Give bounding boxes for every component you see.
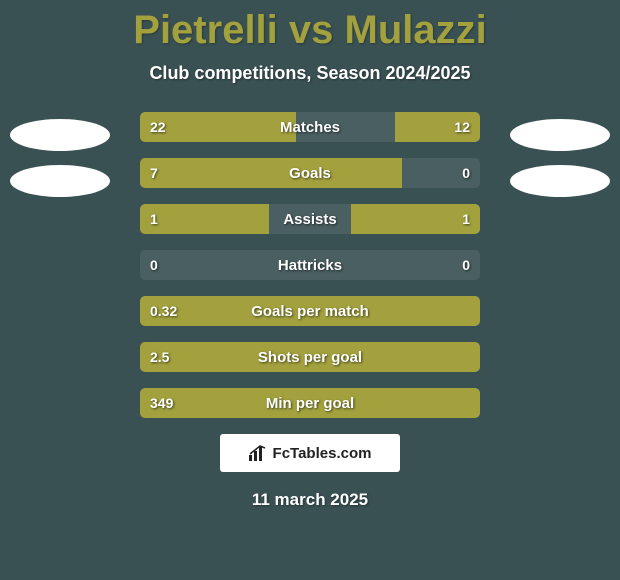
stat-category-label: Goals per match — [140, 296, 480, 326]
stat-row: 70Goals — [140, 158, 480, 188]
stat-row: 349Min per goal — [140, 388, 480, 418]
stat-category-label: Matches — [140, 112, 480, 142]
stat-category-label: Goals — [140, 158, 480, 188]
stat-category-label: Min per goal — [140, 388, 480, 418]
player-left-avatar-2 — [10, 165, 110, 197]
bars-container: 2212Matches 70Goals 11Assists 00Hattricks 0.… — [140, 112, 480, 418]
chart-date: 11 march 2025 — [0, 490, 620, 510]
player-right-avatar-1 — [510, 119, 610, 151]
page-title: Pietrelli vs Mulazzi — [0, 0, 620, 53]
stat-row: 11Assists — [140, 204, 480, 234]
chart-icon — [249, 445, 267, 461]
stat-category-label: Assists — [140, 204, 480, 234]
player-left-avatar-1 — [10, 119, 110, 151]
player-right-avatar-2 — [510, 165, 610, 197]
comparison-chart: 2212Matches 70Goals 11Assists 00Hattricks 0.… — [0, 112, 620, 418]
stat-row: 00Hattricks — [140, 250, 480, 280]
stat-row: 2.5Shots per goal — [140, 342, 480, 372]
branding-badge: FcTables.com — [220, 434, 400, 472]
stat-category-label: Shots per goal — [140, 342, 480, 372]
season-subtitle: Club competitions, Season 2024/2025 — [0, 63, 620, 84]
stat-row: 2212Matches — [140, 112, 480, 142]
branding-text: FcTables.com — [273, 445, 372, 462]
stat-row: 0.32Goals per match — [140, 296, 480, 326]
stat-category-label: Hattricks — [140, 250, 480, 280]
